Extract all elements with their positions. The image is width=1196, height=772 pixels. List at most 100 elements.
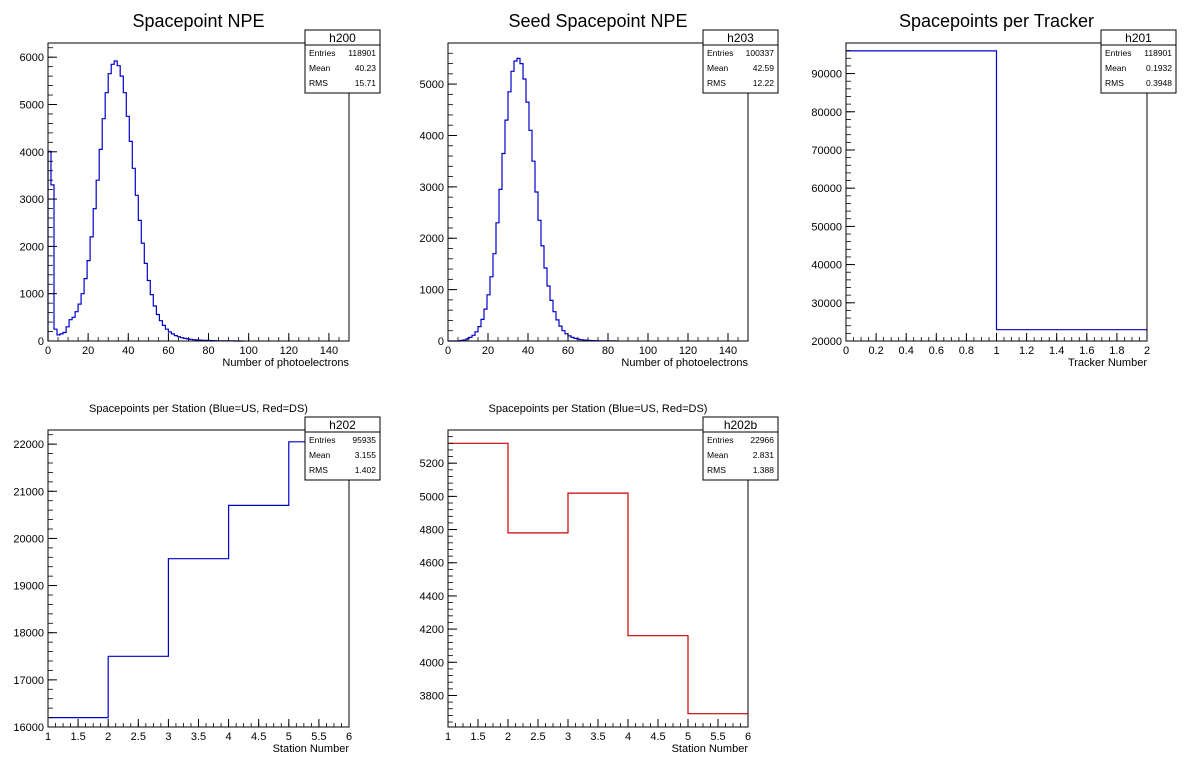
x-tick-label: 60	[162, 345, 174, 357]
chart-title: Spacepoints per Station (Blue=US, Red=DS…	[89, 403, 308, 415]
y-tick-label: 5000	[420, 491, 444, 503]
histogram-line	[448, 57, 617, 342]
x-tick-label: 140	[719, 345, 737, 357]
y-tick-label: 4400	[420, 591, 444, 603]
x-tick-label: 120	[280, 345, 298, 357]
stats-label: RMS	[309, 78, 328, 88]
y-tick-label: 21000	[13, 486, 44, 498]
x-tick-label: 1	[993, 345, 999, 357]
x-tick-label: 0.4	[899, 345, 914, 357]
x-tick-label: 4	[625, 731, 631, 743]
y-tick-label: 60000	[811, 183, 842, 195]
x-tick-label: 2.5	[131, 731, 146, 743]
x-tick-label: 140	[320, 345, 338, 357]
stats-value: 1.388	[753, 465, 775, 475]
stats-label: Entries	[309, 48, 335, 58]
stats-frame	[304, 416, 381, 481]
stats-value: 95935	[352, 435, 376, 445]
x-tick-label: 0.6	[929, 345, 944, 357]
x-tick-label: 2	[105, 731, 111, 743]
x-tick-label: 1.2	[1019, 345, 1034, 357]
chart-title: Seed Spacepoint NPE	[508, 11, 687, 31]
y-tick-label: 5000	[420, 79, 444, 91]
stats-value: 42.59	[753, 63, 775, 73]
x-tick-label: 6	[346, 731, 352, 743]
y-tick-label: 2000	[20, 241, 44, 253]
x-tick-label: 80	[602, 345, 614, 357]
y-tick-label: 6000	[20, 52, 44, 64]
y-tick-label: 20000	[811, 336, 842, 348]
x-tick-label: 4.5	[650, 731, 665, 743]
y-tick-label: 5000	[20, 99, 44, 111]
stats-value: 0.3948	[1146, 78, 1172, 88]
stats-value: 22966	[750, 435, 774, 445]
stats-value: 118901	[348, 48, 376, 58]
stats-value: 2.831	[753, 450, 775, 460]
histogram-pane: Spacepoint NPE 0 20 40 60 80 100 120 140 0 1000 200…	[20, 11, 381, 369]
x-tick-label: 2.5	[530, 731, 545, 743]
y-tick-label: 0	[38, 336, 44, 348]
stats-value: 15.71	[355, 78, 377, 88]
x-tick-label: 5	[685, 731, 691, 743]
stats-box: h200 Entries 118901 Mean 40.23 RMS 15.71	[304, 29, 381, 94]
y-tick-label: 19000	[13, 581, 44, 593]
histogram-pane: Seed Spacepoint NPE 0 20 40 60 80 100 120 140 0 10…	[420, 11, 779, 369]
stats-label: RMS	[707, 465, 726, 475]
x-tick-label: 80	[202, 345, 214, 357]
stats-frame	[1100, 29, 1177, 94]
y-tick-label: 16000	[13, 722, 44, 734]
x-tick-label: 3	[565, 731, 571, 743]
x-tick-label: 1.4	[1049, 345, 1064, 357]
y-tick-label: 80000	[811, 107, 842, 119]
y-tick-label: 30000	[811, 298, 842, 310]
x-tick-label: 5	[286, 731, 292, 743]
x-tick-label: 20	[482, 345, 494, 357]
y-tick-label: 50000	[811, 221, 842, 233]
y-tick-label: 70000	[811, 145, 842, 157]
x-tick-label: 60	[562, 345, 574, 357]
stats-label: Entries	[309, 435, 335, 445]
y-tick-label: 17000	[13, 675, 44, 687]
x-tick-label: 0	[445, 345, 451, 357]
x-tick-label: 1.5	[70, 731, 85, 743]
x-tick-label: 40	[522, 345, 534, 357]
x-tick-label: 120	[679, 345, 697, 357]
chart-title: Spacepoints per Tracker	[899, 11, 1094, 31]
x-axis-label: Number of photoelectrons	[621, 357, 748, 369]
stats-label: Mean	[309, 63, 331, 73]
y-tick-label: 18000	[13, 628, 44, 640]
stats-name: h203	[727, 31, 754, 45]
x-tick-label: 0	[45, 345, 51, 357]
x-tick-label: 40	[122, 345, 134, 357]
stats-label: Mean	[1105, 63, 1127, 73]
x-tick-label: 100	[639, 345, 657, 357]
stats-name: h202	[329, 418, 356, 432]
x-tick-label: 20	[82, 345, 94, 357]
stats-name: h200	[329, 31, 356, 45]
x-tick-label: 1	[45, 731, 51, 743]
y-tick-label: 2000	[420, 233, 444, 245]
y-tick-label: 4000	[420, 130, 444, 142]
stats-frame	[702, 29, 779, 94]
stats-label: Mean	[309, 450, 331, 460]
histogram-line	[448, 442, 748, 715]
x-tick-label: 4.5	[251, 731, 266, 743]
histogram-pane: Spacepoints per Station (Blue=US, Red=DS…	[13, 403, 381, 755]
histogram-pane: Spacepoints per Station (Blue=US, Red=DS…	[420, 403, 779, 755]
histogram-pane: Spacepoints per Tracker 0 0.2 0.4 0.6 0.8 1 1.2…	[811, 11, 1177, 369]
y-tick-label: 90000	[811, 69, 842, 81]
x-tick-label: 3.5	[590, 731, 605, 743]
x-tick-label: 5.5	[311, 731, 326, 743]
stats-frame	[304, 29, 381, 94]
y-tick-label: 3000	[420, 182, 444, 194]
x-tick-label: 0.8	[959, 345, 974, 357]
x-tick-label: 0.2	[868, 345, 883, 357]
y-tick-label: 4000	[420, 657, 444, 669]
stats-label: RMS	[707, 78, 726, 88]
stats-name: h201	[1125, 31, 1152, 45]
x-tick-label: 3.5	[191, 731, 206, 743]
stats-value: 3.155	[355, 450, 377, 460]
y-tick-label: 1000	[420, 285, 444, 297]
y-tick-label: 40000	[811, 260, 842, 272]
x-tick-label: 5.5	[710, 731, 725, 743]
